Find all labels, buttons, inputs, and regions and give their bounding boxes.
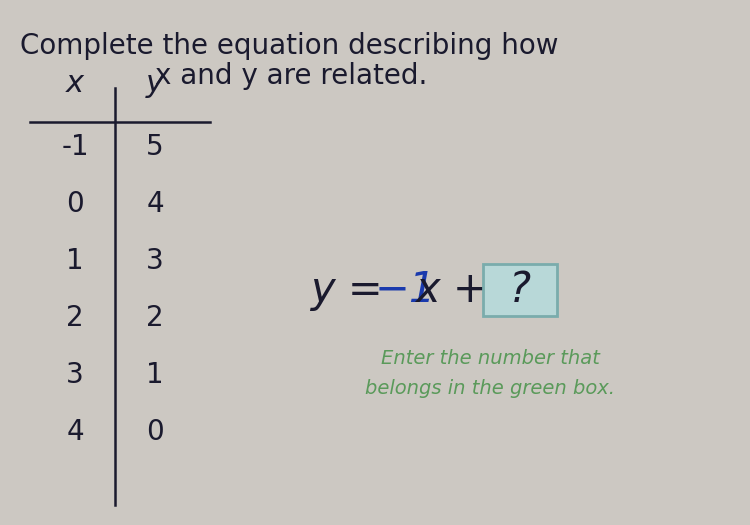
- Text: −1: −1: [375, 269, 436, 311]
- Text: 0: 0: [146, 418, 164, 446]
- Text: Complete the equation describing how: Complete the equation describing how: [20, 32, 559, 60]
- Text: 4: 4: [66, 418, 84, 446]
- Text: x: x: [66, 69, 84, 98]
- FancyBboxPatch shape: [483, 264, 557, 316]
- Text: 2: 2: [66, 304, 84, 332]
- Text: 0: 0: [66, 190, 84, 218]
- Text: Enter the number that: Enter the number that: [380, 349, 599, 368]
- Text: 4: 4: [146, 190, 164, 218]
- Text: y: y: [146, 69, 164, 98]
- Text: 5: 5: [146, 133, 164, 161]
- Text: 3: 3: [146, 247, 164, 275]
- Text: x and y are related.: x and y are related.: [155, 62, 428, 90]
- Text: x +: x +: [415, 269, 501, 311]
- Text: belongs in the green box.: belongs in the green box.: [365, 379, 615, 397]
- Text: 1: 1: [146, 361, 164, 389]
- Text: -1: -1: [62, 133, 88, 161]
- Text: 3: 3: [66, 361, 84, 389]
- Text: ?: ?: [509, 269, 531, 311]
- Text: 1: 1: [66, 247, 84, 275]
- Text: y =: y =: [310, 269, 396, 311]
- Text: 2: 2: [146, 304, 164, 332]
